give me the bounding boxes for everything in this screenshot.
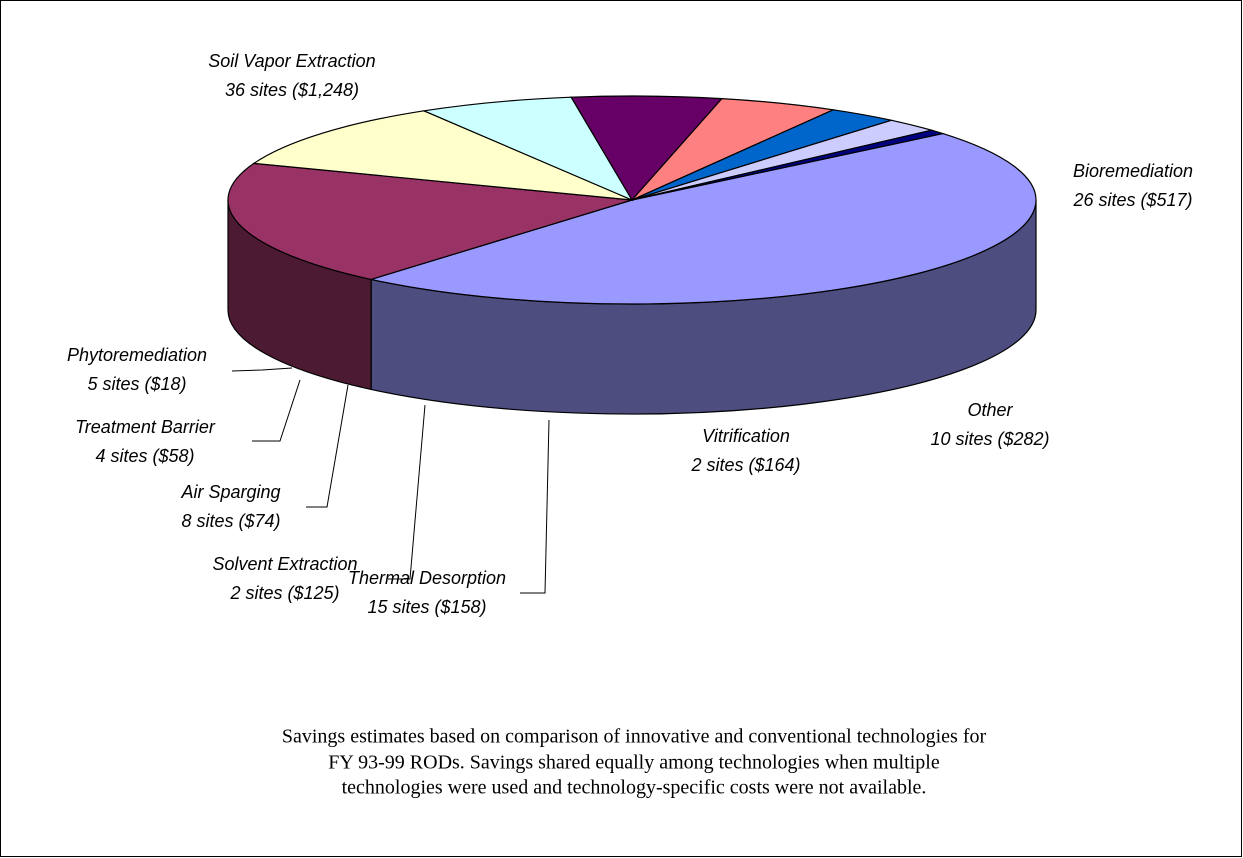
leader-line	[306, 384, 349, 508]
slice-value-label: 5 sites ($18)	[87, 374, 186, 394]
slice	[368, 132, 1037, 305]
slice	[227, 162, 633, 281]
slice-value-label: 15 sites ($158)	[367, 597, 486, 617]
slice-label: Vitrification	[702, 426, 790, 446]
slice-value-label: 10 sites ($282)	[930, 429, 1049, 449]
slice-value-label: 36 sites ($1,248)	[225, 80, 359, 100]
footnote-line: Savings estimates based on comparison of…	[282, 726, 987, 748]
slice	[421, 96, 634, 202]
leader-line	[388, 404, 426, 580]
leader-line	[252, 379, 301, 442]
slice	[570, 95, 724, 202]
slice-label: Air Sparging	[180, 482, 280, 502]
leader-line	[520, 419, 550, 594]
footnote-line: FY 93-99 RODs. Savings shared equally am…	[328, 752, 940, 774]
slice-value-label: 8 sites ($74)	[181, 511, 280, 531]
slice-label: Treatment Barrier	[75, 417, 216, 437]
slice-label: Bioremediation	[1073, 161, 1193, 181]
slice-label: Solvent Extraction	[212, 554, 357, 574]
slice-value-label: 4 sites ($58)	[95, 446, 194, 466]
slice-label: Phytoremediation	[67, 345, 207, 365]
slice-value-label: 2 sites ($164)	[690, 455, 800, 475]
slice-label: Thermal Desorption	[348, 568, 506, 588]
slice	[631, 129, 946, 201]
footnote-line: technologies were used and technology-sp…	[342, 777, 927, 799]
slice-value-label: 26 sites ($517)	[1072, 190, 1192, 210]
slice	[252, 110, 633, 201]
slice-label: Other	[967, 400, 1013, 420]
leader-line	[231, 367, 293, 372]
slice-value-label: 2 sites ($125)	[229, 583, 339, 603]
slice-label: Soil Vapor Extraction	[208, 51, 375, 71]
